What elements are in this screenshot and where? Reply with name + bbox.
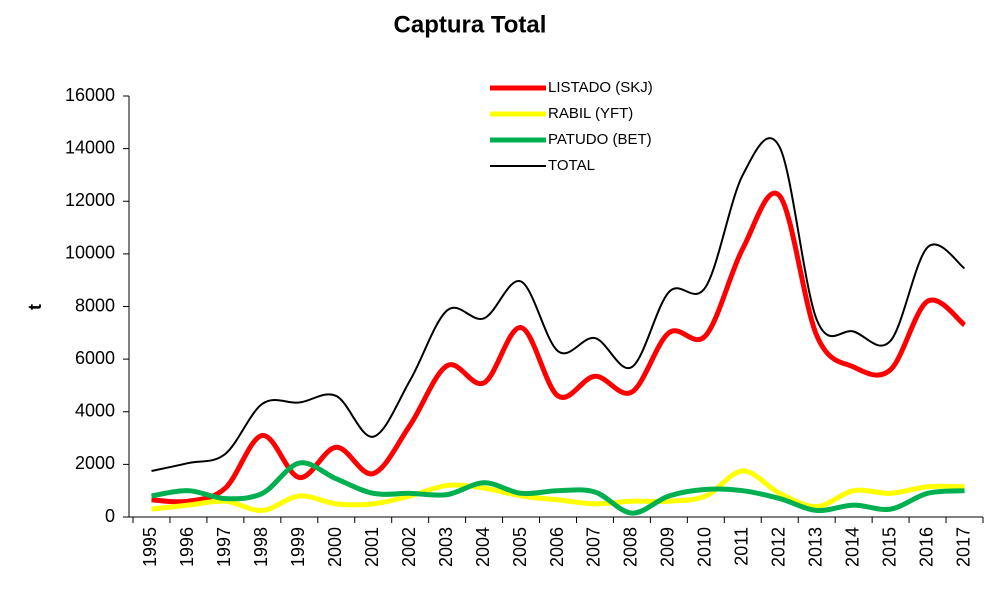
y-tick-label: 16000 (65, 85, 115, 105)
series-line (151, 468, 965, 513)
y-tick-label: 14000 (65, 137, 115, 157)
series-line (151, 460, 965, 516)
x-tick-label: 1998 (251, 527, 271, 567)
x-tick-label: 2005 (510, 527, 530, 567)
y-tick-label: 8000 (75, 295, 115, 315)
series-line (151, 137, 966, 472)
legend-label: LISTADO (SKJ) (548, 79, 653, 96)
legend-label: PATUDO (BET) (548, 131, 652, 148)
y-tick-label: 12000 (65, 190, 115, 210)
x-tick-label: 2004 (473, 527, 493, 567)
chart-title: Captura Total (394, 11, 547, 38)
x-tick-label: 2006 (547, 527, 567, 567)
x-tick-label: 1996 (177, 527, 197, 567)
x-tick-label: 2012 (768, 527, 788, 567)
x-tick-label: 1999 (288, 527, 308, 567)
y-tick-label: 6000 (75, 348, 115, 368)
y-tick-label: 10000 (65, 243, 115, 263)
x-tick-label: 2007 (584, 527, 604, 567)
y-tick-label: 4000 (75, 401, 115, 421)
x-tick-label: 2003 (436, 527, 456, 567)
legend-label: TOTAL (548, 157, 595, 174)
legend-label: RABIL (YFT) (548, 105, 633, 122)
x-tick-label: 2014 (842, 527, 862, 567)
x-tick-label: 2011 (732, 527, 752, 566)
x-tick-label: 2010 (695, 527, 715, 567)
x-tick-label: 1995 (140, 527, 160, 567)
x-tick-label: 2002 (399, 527, 419, 567)
x-tick-label: 2016 (916, 527, 936, 567)
y-tick-label: 2000 (75, 453, 115, 473)
x-tick-label: 2000 (325, 527, 345, 567)
x-tick-label: 2008 (621, 527, 641, 567)
x-tick-label: 2013 (805, 527, 825, 567)
x-tick-label: 2001 (362, 527, 382, 567)
y-tick-label: 0 (105, 506, 115, 526)
x-tick-label: 2017 (953, 527, 973, 567)
series-line (151, 190, 967, 505)
x-tick-label: 2009 (658, 527, 678, 567)
y-axis-label: t (25, 304, 45, 310)
x-tick-label: 1997 (214, 527, 234, 567)
x-tick-label: 2015 (879, 527, 899, 567)
